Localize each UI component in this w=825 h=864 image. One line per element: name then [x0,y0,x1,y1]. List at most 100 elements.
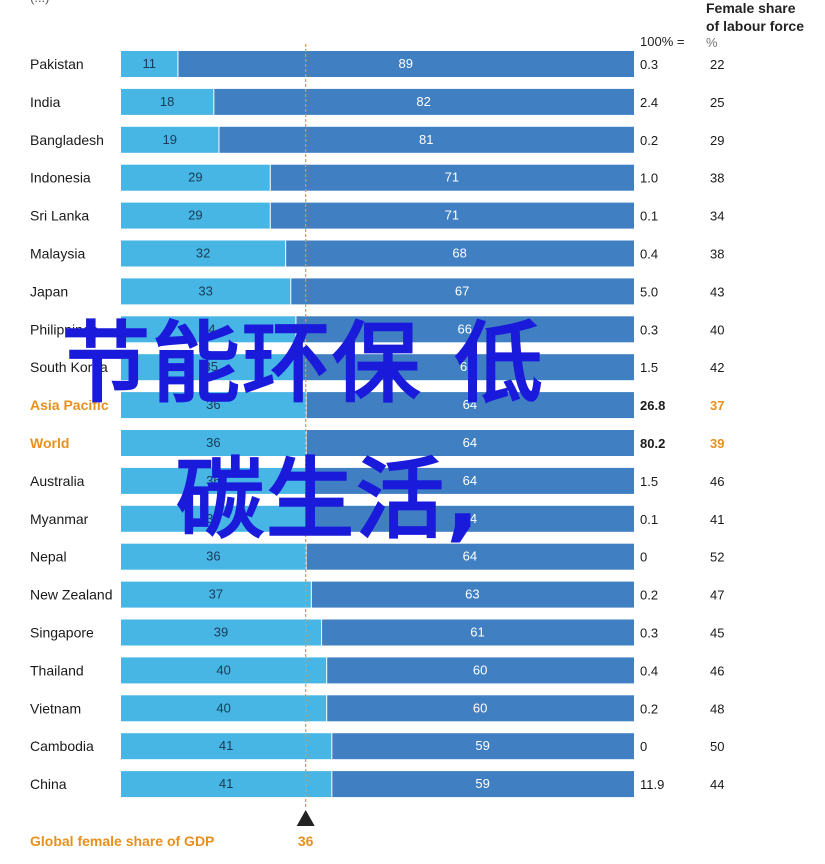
total-value: 0.2 [640,588,658,603]
country-label: Pakistan [30,56,84,72]
female-lf-value: 37 [710,398,724,413]
female-lf-value: 41 [710,512,724,527]
bar-male [311,581,634,608]
total-value: 0.4 [640,247,658,262]
female-lf-header-line-2: of labour force [706,18,804,34]
country-label: China [30,776,67,792]
country-label: Bangladesh [30,132,104,148]
bar-female [121,695,327,722]
male-value-label: 66 [457,321,471,336]
female-value-label: 33 [198,283,212,298]
male-value-label: 82 [416,94,430,109]
female-value-label: 34 [201,321,215,336]
bar-female [121,543,306,570]
total-value: 0.4 [640,663,658,678]
female-lf-value: 47 [710,588,724,603]
male-value-label: 59 [475,738,489,753]
bar-female [121,581,311,608]
female-value-label: 36 [206,435,220,450]
male-value-label: 67 [455,283,469,298]
male-value-label: 63 [465,587,479,602]
total-value: 2.4 [640,95,658,110]
overlay-text-line-2: 碳生活, [176,448,482,551]
female-lf-value: 40 [710,322,724,337]
bar-male [286,240,634,267]
reference-marker [296,810,315,826]
female-value-label: 36 [206,473,220,488]
total-value: 0.3 [640,57,658,72]
female-lf-value: 22 [710,57,724,72]
bar-female [121,657,327,684]
male-value-label: 71 [445,170,459,185]
female-value-label: 29 [188,170,202,185]
female-lf-value: 46 [710,663,724,678]
female-value-label: 40 [216,700,230,715]
total-value: 0.3 [640,626,658,641]
bar-female [121,240,286,267]
male-value-label: 61 [470,625,484,640]
total-value: 0.3 [640,322,658,337]
bar-male [270,202,634,229]
country-label: Nepal [30,549,67,565]
bar-female [121,430,306,456]
country-label: Cambodia [30,738,94,754]
total-value: 1.5 [640,360,658,375]
country-label: Singapore [30,625,94,641]
female-lf-value: 39 [710,436,724,451]
country-label: Japan [30,283,68,299]
male-value-label: 68 [452,246,466,261]
female-lf-value: 25 [710,95,724,110]
male-value-label: 64 [463,435,477,450]
female-lf-value: 48 [710,701,724,716]
total-header: 100% = [640,34,684,49]
female-lf-value: 46 [710,474,724,489]
bar-male [306,505,634,532]
bar-male [296,316,634,343]
bar-female [121,164,270,191]
bar-female [121,771,332,798]
female-lf-header-line-1: Female share [706,0,796,16]
bar-male [306,543,634,570]
bar-male [327,695,634,722]
country-label: Philippines [30,321,98,337]
female-value-label: 35 [204,359,218,374]
bar-male [306,467,634,494]
bar-female [121,316,296,343]
bar-male [270,164,634,191]
bar-female [121,505,306,532]
country-label: Thailand [30,662,84,678]
female-value-label: 18 [160,94,174,109]
female-value-label: 41 [219,776,233,791]
male-value-label: 64 [463,511,477,526]
bar-female [121,126,219,153]
female-lf-value: 52 [710,550,724,565]
bar-male [332,733,634,760]
total-value: 11.9 [640,777,664,792]
country-label: Sri Lanka [30,208,89,224]
female-value-label: 36 [206,549,220,564]
country-label: South Korea [30,359,108,375]
female-lf-value: 43 [710,284,724,299]
total-value: 5.0 [640,284,658,299]
bar-male [214,88,634,115]
country-label: New Zealand [30,587,113,603]
bar-male [219,126,634,153]
bar-male [178,51,634,77]
total-value: 0 [640,550,647,565]
bar-female [121,202,270,229]
male-value-label: 81 [419,132,433,147]
chart-title-partial: (...) [30,0,50,5]
country-label: Vietnam [30,700,81,716]
total-value: 0.2 [640,701,658,716]
bar-female [121,88,214,115]
total-value: 0.2 [640,133,658,148]
country-label: Malaysia [30,246,85,262]
total-value: 0.1 [640,512,658,527]
male-value-label: 64 [463,549,477,564]
bar-female [121,354,301,381]
male-value-label: 64 [463,473,477,488]
bar-male [322,619,634,646]
bar-male [327,657,634,684]
country-label: Asia Pacific [30,397,109,413]
